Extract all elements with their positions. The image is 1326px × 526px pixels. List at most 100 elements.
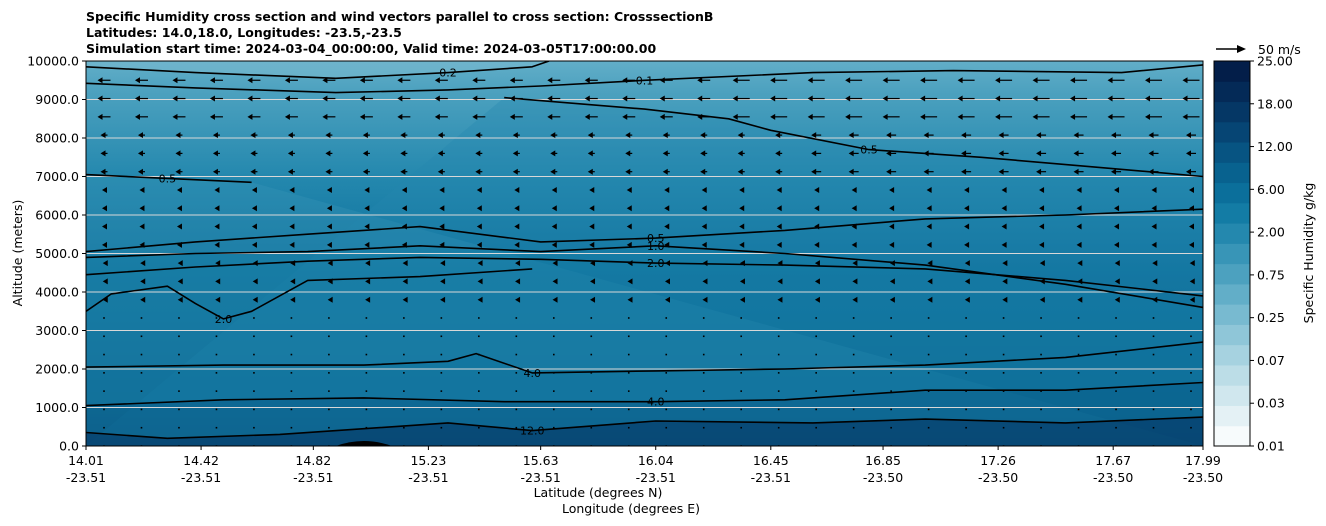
x-tick-label-lat: 14.01: [68, 453, 104, 468]
wind-arrow: [852, 317, 855, 319]
wind-arrow: [700, 150, 708, 157]
wind-arrow: [215, 317, 218, 319]
wind-arrow: [359, 113, 373, 120]
wind-arrow: [362, 150, 370, 157]
wind-arrow: [1152, 317, 1155, 319]
wind-arrow: [252, 260, 258, 267]
wind-arrow: [775, 132, 783, 139]
wind-arrow: [737, 150, 745, 157]
wind-arrow: [139, 186, 145, 193]
wind-arrow: [359, 77, 373, 84]
wind-arrow: [1077, 353, 1080, 356]
colorbar-segment: [1214, 182, 1250, 204]
wind-arrow: [102, 186, 107, 193]
wind-arrow: [890, 317, 892, 319]
wind-arrow: [397, 77, 411, 84]
wind-arrow: [365, 335, 368, 338]
wind-arrow: [1002, 296, 1008, 303]
wind-arrow: [1190, 426, 1192, 429]
wind-arrow: [102, 241, 107, 248]
wind-arrow: [1039, 260, 1045, 267]
x-tick-label-lon: -23.51: [408, 470, 448, 485]
wind-arrow: [590, 426, 593, 429]
y-tick-label: 4000.0: [35, 285, 79, 300]
contour-label: 0.5: [860, 144, 878, 157]
wind-arrow: [927, 296, 933, 303]
wind-arrow: [1114, 241, 1120, 248]
wind-arrow: [403, 372, 405, 374]
wind-arrow: [589, 205, 595, 212]
wind-arrow: [139, 223, 145, 230]
wind-arrow: [927, 408, 930, 411]
wind-arrow: [807, 113, 825, 120]
surface-terrain: [335, 441, 392, 446]
wind-arrow: [815, 390, 817, 392]
wind-arrow: [437, 132, 445, 139]
wind-arrow: [814, 241, 820, 248]
wind-arrow: [964, 278, 970, 285]
contour-0-1: [86, 64, 1203, 94]
wind-arrow: [284, 77, 298, 84]
wind-arrow: [814, 205, 820, 212]
wind-arrow: [740, 426, 743, 429]
wind-arrow: [365, 372, 368, 374]
wind-arrow: [434, 113, 448, 120]
wind-arrow: [177, 278, 183, 285]
wind-arrow: [440, 278, 446, 285]
wind-arrow: [178, 372, 180, 374]
wind-arrow: [515, 353, 518, 356]
wind-arrow: [475, 150, 483, 157]
wind-arrow: [403, 408, 405, 411]
wind-arrow: [776, 186, 782, 193]
wind-arrow: [551, 223, 557, 230]
wind-arrow: [247, 113, 261, 120]
wind-arrow: [851, 223, 857, 230]
wind-arrow: [732, 113, 750, 120]
wind-arrow: [290, 390, 293, 392]
wind-arrow: [587, 150, 595, 157]
wind-arrow: [926, 223, 932, 230]
wind-arrow: [664, 205, 670, 212]
wind-arrow: [102, 223, 107, 230]
wind-arrow: [770, 113, 788, 120]
wind-arrow: [852, 296, 858, 303]
wind-arrow: [178, 317, 180, 319]
wind-arrow: [965, 353, 967, 356]
wind-arrow: [137, 168, 145, 175]
x-tick-label-lat: 17.26: [980, 453, 1016, 468]
wind-arrow: [852, 426, 855, 429]
wind-arrow: [627, 390, 630, 392]
wind-arrow: [140, 390, 143, 392]
wind-arrow: [1115, 353, 1117, 356]
wind-arrow: [439, 241, 445, 248]
wind-arrow: [512, 168, 520, 175]
wind-arrow: [439, 223, 445, 230]
colorbar-segment: [1214, 101, 1250, 123]
wind-arrow: [1002, 426, 1005, 429]
wind-arrow: [889, 278, 895, 285]
wind-arrow: [1151, 223, 1157, 230]
wind-arrow: [514, 223, 520, 230]
wind-arrow: [740, 353, 743, 356]
wind-arrow: [1115, 372, 1117, 374]
wind-key-label: 50 m/s: [1258, 42, 1301, 57]
wind-arrow: [1152, 296, 1158, 303]
wind-arrow: [1190, 353, 1192, 356]
wind-arrow: [927, 353, 930, 356]
wind-arrow: [328, 317, 330, 319]
wind-arrow: [325, 150, 333, 157]
x-tick-label-lon: -23.50: [978, 470, 1018, 485]
wind-arrow: [814, 223, 820, 230]
wind-arrow: [965, 317, 967, 319]
colorbar-segment: [1214, 81, 1250, 103]
wind-arrow: [701, 223, 707, 230]
wind-arrow: [964, 223, 970, 230]
wind-arrow: [1114, 296, 1120, 303]
wind-arrow: [440, 353, 443, 356]
wind-arrow: [815, 317, 817, 319]
colorbar-segment: [1214, 162, 1250, 184]
wind-arrow: [627, 372, 630, 374]
wind-arrow: [1002, 408, 1005, 411]
wind-arrow: [625, 132, 633, 139]
wind-arrow: [515, 278, 521, 285]
